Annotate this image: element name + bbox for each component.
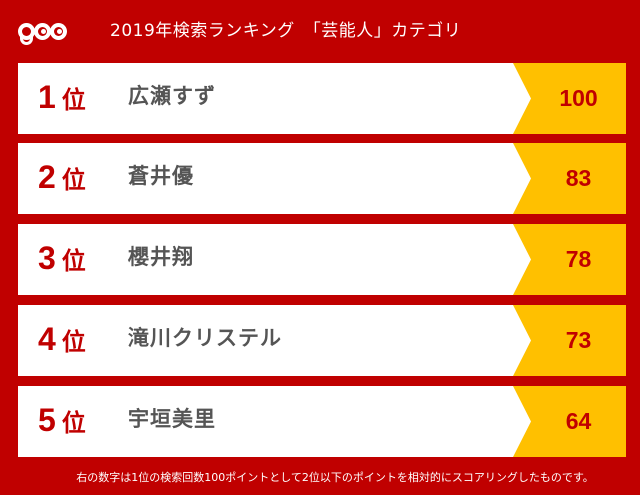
- celebrity-name: 広瀬すず: [128, 84, 216, 108]
- right-border: [626, 60, 640, 495]
- celebrity-name: 櫻井翔: [128, 245, 194, 269]
- score-value: 73: [565, 327, 592, 353]
- score-badge: 100: [513, 63, 626, 134]
- score-value: 100: [559, 85, 598, 111]
- logo-o-glyph: [50, 23, 67, 40]
- goo-logo: [18, 18, 67, 45]
- page-title: 2019年検索ランキング 「芸能人」カテゴリ: [110, 21, 462, 41]
- score-badge: 64: [513, 386, 626, 457]
- score-badge: 83: [513, 143, 626, 214]
- celebrity-name: 宇垣美里: [128, 407, 216, 431]
- logo-g-glyph: [18, 23, 35, 45]
- header: 2019年検索ランキング 「芸能人」カテゴリ: [0, 0, 640, 62]
- score-badge: 78: [513, 224, 626, 295]
- score-value: 64: [565, 408, 592, 434]
- celebrity-name: 蒼井優: [128, 164, 194, 188]
- score-value: 83: [565, 165, 592, 191]
- logo-o-glyph: [34, 23, 51, 40]
- footnote: 右の数字は1位の検索回数100ポイントとして2位以下のポイントを相対的にスコアリ…: [76, 471, 594, 484]
- celebrity-name: 滝川クリステル: [128, 326, 282, 350]
- score-value: 78: [565, 246, 592, 272]
- score-badge: 73: [513, 305, 626, 376]
